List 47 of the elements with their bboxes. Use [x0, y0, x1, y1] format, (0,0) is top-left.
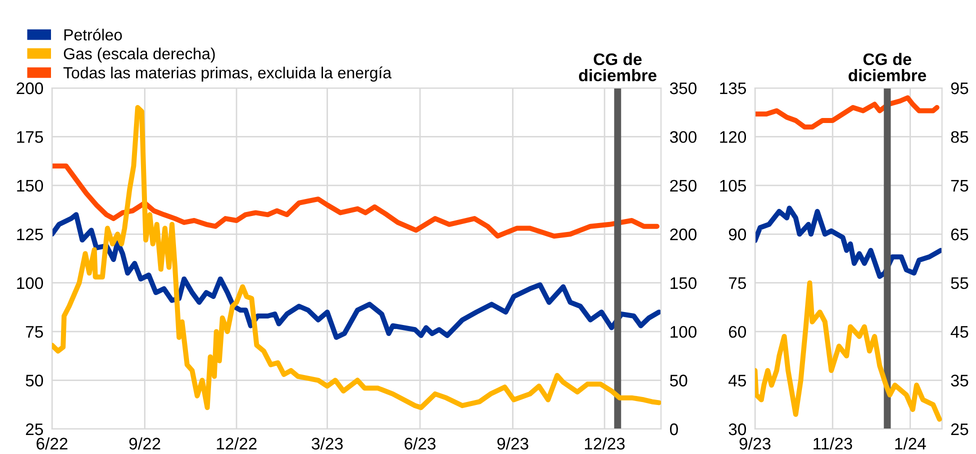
y2-tick-label: 0 — [670, 423, 678, 436]
y2-tick-label: 200 — [670, 228, 696, 240]
y-tick-label: 100 — [17, 277, 44, 290]
legend-label: Petróleo — [64, 28, 122, 41]
y-tick-label: 90 — [728, 228, 746, 240]
ref-line-label: CG de diciembre — [578, 52, 656, 82]
x-tick-label: 9/23 — [740, 437, 770, 450]
y2-tick-label: 300 — [670, 131, 696, 143]
y-tick-label: 125 — [17, 228, 43, 240]
x-tick-label: 9/23 — [497, 437, 528, 450]
y-tick-label: 75 — [26, 326, 43, 338]
y2-tick-label: 350 — [670, 82, 696, 94]
y-tick-label: 25 — [26, 423, 43, 436]
legend-label: Todas las materias primas, excluida la energía — [63, 66, 392, 82]
x-tick-label: 6/23 — [404, 437, 436, 450]
y-tick-label: 75 — [728, 277, 746, 290]
x-tick-label: 11/23 — [814, 437, 852, 450]
y-tick-label: 30 — [728, 423, 746, 436]
y2-tick-label: 100 — [670, 326, 696, 338]
x-tick-label: 12/22 — [216, 437, 257, 450]
y2-tick-label: 55 — [951, 277, 968, 290]
y-tick-label: 200 — [16, 82, 44, 94]
y-tick-label: 60 — [728, 326, 746, 338]
y2-tick-label: 95 — [951, 82, 968, 94]
y2-tick-label: 45 — [950, 326, 968, 338]
y-tick-label: 175 — [17, 131, 43, 143]
y2-tick-label: 35 — [950, 374, 968, 386]
y2-tick-label: 25 — [951, 423, 968, 436]
ref-line-label: CG de diciembre — [848, 52, 926, 82]
y-tick-label: 150 — [17, 180, 44, 192]
y2-tick-label: 250 — [670, 180, 696, 192]
x-tick-label: 3/23 — [312, 437, 343, 450]
x-tick-label: 12/23 — [584, 437, 625, 450]
y-tick-label: 105 — [720, 180, 746, 192]
x-tick-label: 6/22 — [36, 437, 68, 450]
y-tick-label: 120 — [720, 131, 746, 143]
x-tick-label: 9/22 — [129, 437, 160, 450]
y-tick-label: 135 — [720, 82, 746, 94]
y2-tick-label: 50 — [670, 374, 688, 386]
legend-label: Gas (escala derecha) — [64, 48, 215, 63]
x-tick-label: 1/24 — [895, 437, 926, 450]
y-tick-label: 50 — [26, 374, 44, 386]
y2-tick-label: 150 — [670, 277, 696, 290]
y2-tick-label: 75 — [951, 180, 968, 192]
y2-tick-label: 65 — [951, 228, 968, 240]
y-tick-label: 45 — [728, 374, 746, 386]
y2-tick-label: 85 — [951, 131, 968, 143]
